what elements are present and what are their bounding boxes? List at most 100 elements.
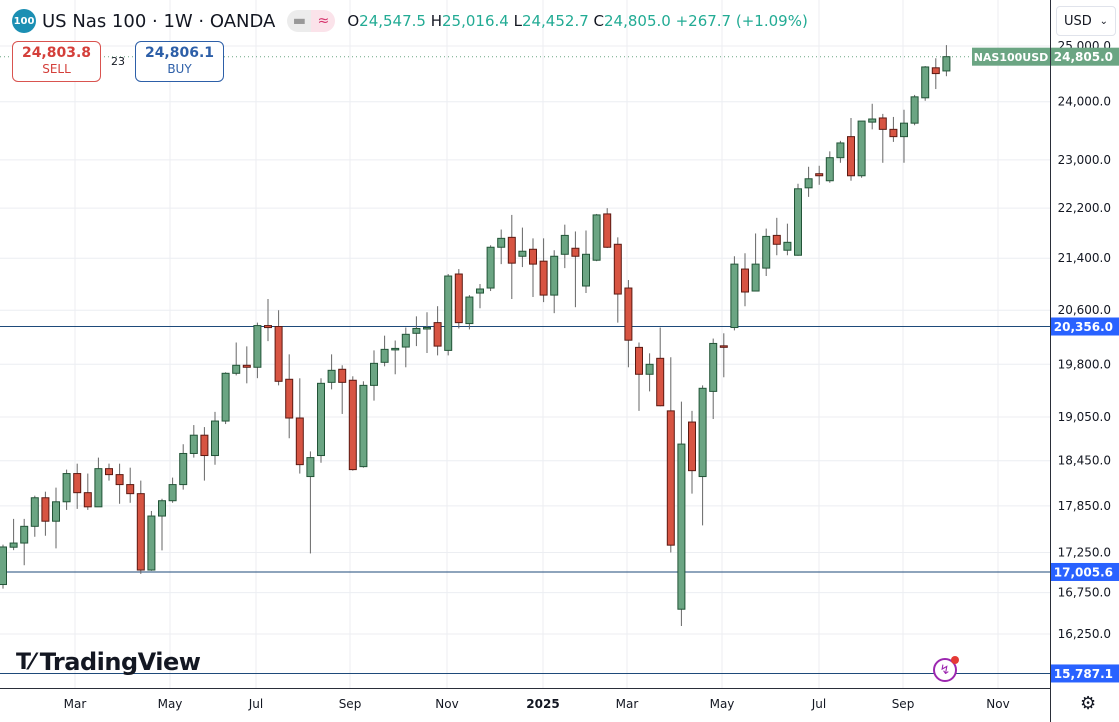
tradingview-logo[interactable]: Т⁄ TradingView <box>16 648 201 676</box>
y-tick-label: 23,000.0 <box>1058 153 1111 167</box>
x-tick-label: May <box>158 697 183 711</box>
candle-body <box>30 497 39 527</box>
candle-body <box>730 263 739 329</box>
candle <box>815 165 824 185</box>
candle <box>868 103 877 130</box>
candle-body <box>825 157 834 182</box>
candle-body <box>348 379 357 471</box>
candle-body <box>624 287 633 341</box>
candle <box>0 544 7 589</box>
candle <box>136 480 145 574</box>
candle-body <box>62 473 71 503</box>
candle-body <box>910 96 919 124</box>
buy-price: 24,806.1 <box>144 45 215 61</box>
candle <box>338 365 347 414</box>
candle-body <box>645 363 654 375</box>
symbol-title[interactable]: US Nas 100 · 1W · OANDA <box>42 10 276 32</box>
candle <box>476 283 484 309</box>
candle <box>232 342 241 376</box>
candle <box>645 353 654 392</box>
approx-icon[interactable]: ≈ <box>311 10 336 32</box>
candle <box>94 457 103 508</box>
candle <box>147 510 156 571</box>
candle <box>656 327 665 407</box>
sell-button[interactable]: 24,803.8 SELL <box>12 41 101 82</box>
x-tick-label: Jul <box>811 697 826 711</box>
open-value: 24,547.5 <box>359 12 426 30</box>
chevron-down-icon: ⌄ <box>1099 15 1108 27</box>
candle <box>518 227 527 268</box>
candle <box>295 378 304 474</box>
candle <box>189 425 198 458</box>
currency-select[interactable]: USD ⌄ <box>1056 6 1116 36</box>
notification-dot <box>951 656 959 664</box>
candle <box>306 451 315 554</box>
y-tick-label: 22,200.0 <box>1058 201 1111 215</box>
x-tick-label: 2025 <box>526 697 559 711</box>
candle-body <box>772 234 781 245</box>
trade-panel: 24,803.8 SELL 23 24,806.1 BUY <box>12 41 224 82</box>
candle-body <box>52 501 60 522</box>
minus-icon[interactable]: ▬ <box>287 10 312 32</box>
buy-button[interactable]: 24,806.1 BUY <box>135 41 224 82</box>
candle-body <box>465 296 474 325</box>
y-tick-label: 20,600.0 <box>1058 303 1111 317</box>
candle <box>380 335 389 367</box>
candle-body <box>794 188 802 256</box>
candle-body <box>189 434 198 454</box>
candle-body <box>878 117 887 130</box>
candle-body <box>306 457 315 478</box>
lightning-icon[interactable]: ↯ <box>933 656 959 682</box>
candle <box>794 183 802 256</box>
candle-body <box>560 234 569 255</box>
candle <box>529 238 537 298</box>
y-tick-label: 19,800.0 <box>1058 357 1111 371</box>
candle-body <box>126 484 135 495</box>
candle <box>762 228 771 277</box>
candle <box>30 495 39 537</box>
y-tick-label: 18,450.0 <box>1058 454 1111 468</box>
y-tick-label: 17,250.0 <box>1058 546 1111 560</box>
candle <box>62 469 71 510</box>
candle-body <box>804 178 813 189</box>
candle-body <box>264 325 272 329</box>
candle <box>613 237 622 323</box>
candle <box>497 229 506 265</box>
candle <box>878 113 887 163</box>
level-price-tag <box>1051 562 1119 581</box>
candle <box>317 378 325 463</box>
candle-body <box>295 417 304 466</box>
candle <box>804 166 813 197</box>
candle <box>709 338 718 420</box>
candle-body <box>783 241 792 251</box>
candle <box>486 245 495 292</box>
candle-body <box>613 243 622 295</box>
candle-body <box>815 173 824 177</box>
candle <box>444 274 453 356</box>
candle <box>168 477 177 503</box>
candle <box>52 487 60 549</box>
candle <box>741 253 749 307</box>
candle-body <box>889 128 898 138</box>
last-price-tag <box>1051 47 1119 66</box>
candle <box>550 250 559 314</box>
candle <box>285 354 294 439</box>
candle <box>20 518 29 566</box>
candle-body <box>931 67 940 75</box>
candle-body <box>635 346 643 375</box>
candle <box>635 342 643 411</box>
candle-body <box>942 56 951 72</box>
candle-body <box>709 342 718 392</box>
candle <box>857 120 866 178</box>
candle-body <box>41 497 50 522</box>
candle-body <box>391 347 400 351</box>
level-price-label: 17,005.6 <box>1054 565 1113 579</box>
candle-body <box>518 250 527 257</box>
candle <box>253 322 262 379</box>
settings-gear-icon[interactable]: ⚙ <box>1080 693 1097 714</box>
candle-body <box>698 387 707 478</box>
candle-body <box>868 118 877 123</box>
y-tick-label: 19,050.0 <box>1058 410 1111 424</box>
candle <box>900 109 908 163</box>
